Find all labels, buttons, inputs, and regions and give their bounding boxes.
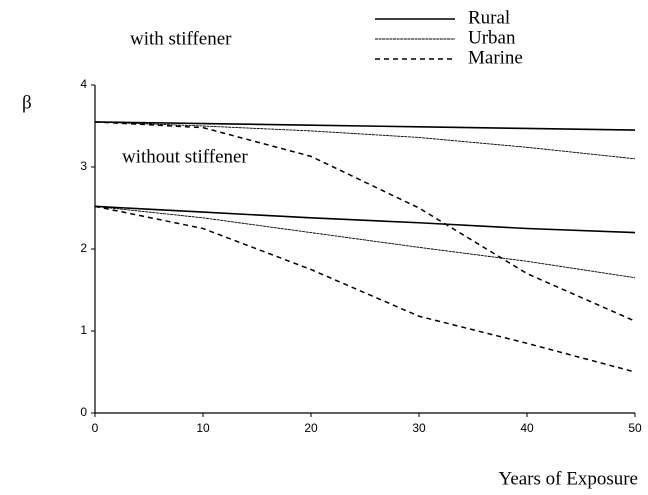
x-tick-label: 50 [628,421,642,435]
y-tick-label: 0 [80,405,87,419]
legend-label: Rural [468,7,510,28]
y-tick-label: 2 [80,241,87,255]
data-line [94,121,636,160]
annotation: with stiffener [130,28,232,49]
x-tick-label: 20 [304,421,318,435]
data-line [94,205,636,234]
x-tick-label: 0 [92,421,99,435]
y-axis-label: β [22,92,32,113]
x-axis-label: Years of Exposure [499,468,639,489]
data-line [94,121,636,322]
y-tick-label: 3 [80,159,87,173]
x-tick-label: 40 [520,421,534,435]
annotation: without stiffener [122,146,248,167]
data-line [94,205,636,279]
data-line [94,121,636,131]
x-tick-label: 30 [412,421,426,435]
data-line [94,205,636,373]
legend-label: Urban [468,27,516,48]
y-tick-label: 1 [80,323,87,337]
legend-label: Marine [468,47,523,68]
y-tick-label: 4 [80,77,87,91]
x-tick-label: 10 [196,421,210,435]
